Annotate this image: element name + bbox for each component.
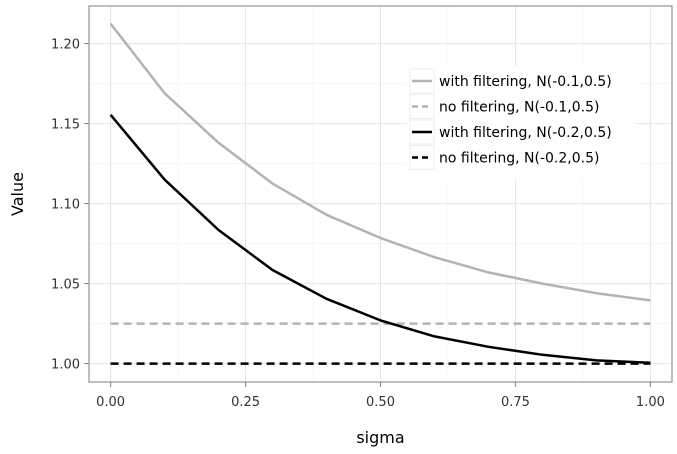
legend-label-1: with filtering, N(-0.1,0.5) (439, 74, 612, 90)
legend-box (407, 66, 636, 179)
x-axis-title: sigma (356, 428, 404, 447)
y-tick-label: 1.00 (51, 358, 80, 373)
x-tick-label: 0.00 (96, 395, 125, 410)
x-tick-label: 0.25 (231, 395, 260, 410)
y-tick-label: 1.15 (51, 118, 80, 133)
legend: with filtering, N(-0.1,0.5) no filtering,… (407, 66, 636, 179)
y-axis-ticks: 1.00 1.05 1.10 1.15 1.20 (51, 38, 89, 373)
legend-label-3: with filtering, N(-0.2,0.5) (439, 125, 612, 141)
x-tick-label: 1.00 (636, 395, 665, 410)
series-layer (109, 22, 651, 365)
x-axis-ticks: 0.00 0.25 0.50 0.75 1.00 (96, 382, 665, 410)
x-tick-label: 0.50 (366, 395, 395, 410)
y-axis-title: Value (8, 172, 27, 216)
legend-label-4: no filtering, N(-0.2,0.5) (439, 151, 599, 167)
y-tick-label: 1.20 (51, 38, 80, 53)
x-tick-label: 0.75 (501, 395, 530, 410)
legend-label-2: no filtering, N(-0.1,0.5) (439, 100, 599, 116)
series-line-3 (109, 113, 651, 365)
series-line-1 (109, 22, 651, 302)
y-tick-label: 1.05 (51, 278, 80, 293)
y-tick-label: 1.10 (51, 198, 80, 213)
